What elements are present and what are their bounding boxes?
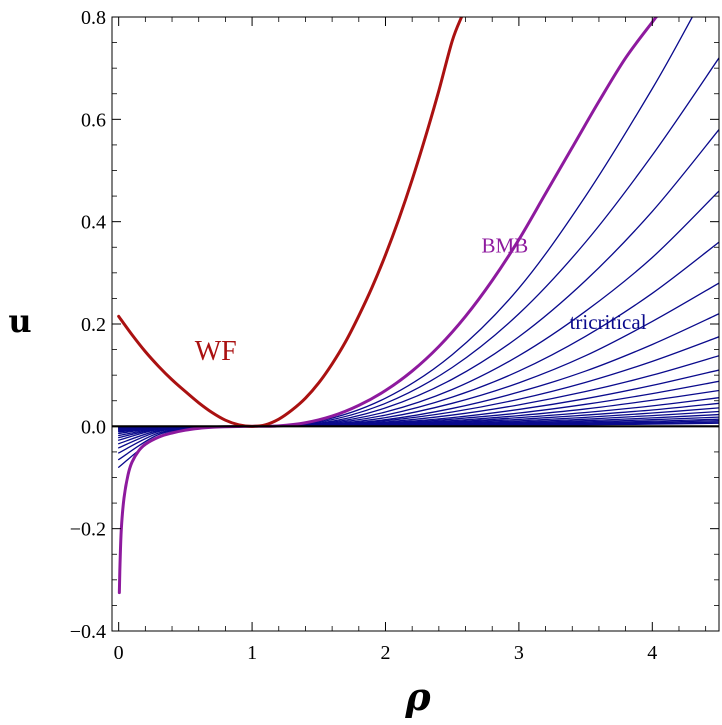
x-tick-label: 3 (514, 642, 524, 664)
y-tick-label: 0.4 (81, 212, 106, 234)
annotations-layer: WF BMB tricritical (195, 233, 647, 366)
curves-layer (112, 17, 719, 595)
x-tick-label: 0 (114, 642, 124, 664)
axes-layer (111, 16, 720, 632)
annotation-wf: WF (195, 336, 237, 367)
y-tick-label: −0.4 (70, 621, 106, 643)
y-tick-label: 0.0 (81, 416, 106, 438)
tick-labels-layer: 0 1 2 3 4 −0.4 −0.2 0.0 0.2 0.4 0.6 0.8 (70, 7, 658, 664)
annotation-tricritical: tricritical (570, 310, 647, 334)
y-tick-label: −0.2 (70, 519, 106, 541)
annotation-bmb: BMB (482, 233, 529, 257)
wf-curve (117, 17, 464, 428)
x-axis-title: ρ (404, 674, 431, 719)
x-tick-label: 4 (647, 642, 657, 664)
y-tick-label: 0.8 (81, 7, 106, 29)
x-tick-label: 2 (380, 642, 390, 664)
y-tick-label: 0.2 (81, 314, 106, 336)
y-axis-title: u (8, 302, 31, 340)
x-tick-label: 1 (247, 642, 257, 664)
y-tick-label: 0.6 (81, 109, 106, 131)
